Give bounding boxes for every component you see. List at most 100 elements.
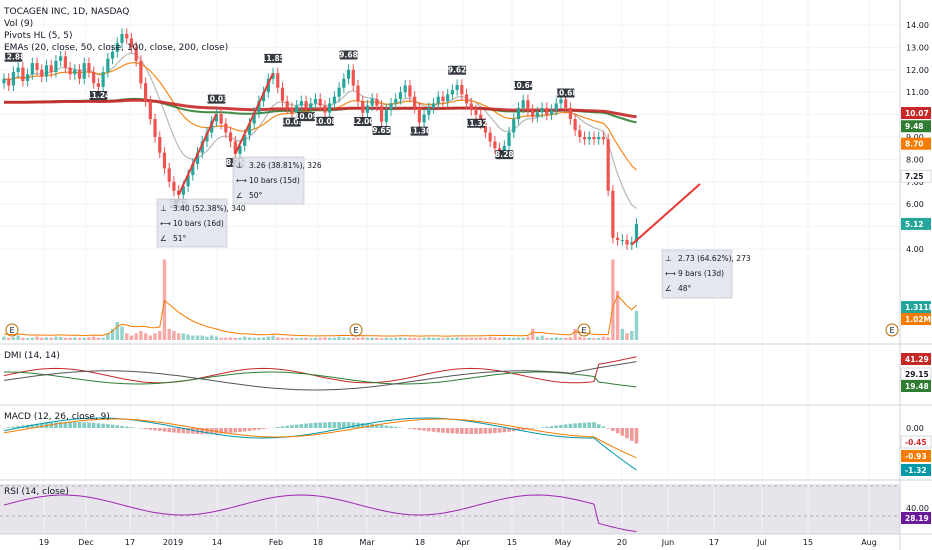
macd-bar <box>592 422 596 428</box>
candle-body <box>564 99 568 108</box>
candle-body <box>87 63 91 73</box>
candle-body <box>262 92 266 102</box>
earnings-icon <box>5 323 19 337</box>
trend-line <box>177 113 218 196</box>
candle-body <box>153 119 157 137</box>
candle-body <box>464 94 469 104</box>
volume-bar <box>247 337 252 340</box>
emas-legend[interactable]: EMAs (20, close, 50, close, 100, close, … <box>4 43 228 53</box>
macd-bar <box>474 428 478 434</box>
measure-box-2[interactable]: 3.26 (38.81%), 326 10 bars (15d) 50° ⊥ ⟷… <box>232 156 322 205</box>
volume-bar <box>587 337 591 340</box>
candle-body <box>120 33 124 43</box>
measure-box-1[interactable]: 3.40 (52.38%), 340 10 bars (16d) 51° ⊥ ⟷… <box>156 198 246 248</box>
volume-bar <box>205 336 209 340</box>
macd-bar <box>294 424 299 428</box>
volume-bar <box>224 337 228 340</box>
trend-lines[interactable] <box>177 72 701 246</box>
candle-body <box>21 67 25 81</box>
macd-bar <box>431 428 436 432</box>
volume-bar <box>427 337 431 340</box>
volume-bar <box>375 337 379 340</box>
pivot-label: 9.68 <box>339 50 358 59</box>
pivot-label-bg <box>282 117 301 127</box>
candle-body <box>40 69 44 77</box>
macd-bar <box>554 425 559 428</box>
volume-bar <box>58 336 63 340</box>
macd-bar <box>49 422 53 428</box>
candle-body <box>35 63 39 70</box>
volume-bar <box>351 337 355 340</box>
volume-tag-bg <box>901 313 931 325</box>
volume-bar <box>91 336 96 340</box>
rsi-line <box>0 485 900 533</box>
vol-legend[interactable]: Vol (9) <box>4 19 33 29</box>
macd-tag-bg <box>901 464 931 476</box>
volume-bar <box>290 337 294 340</box>
volume-bar <box>332 337 337 340</box>
macd-bar <box>54 422 58 428</box>
macd-bar <box>157 428 162 432</box>
candle-body <box>502 145 506 154</box>
candle-body <box>167 168 171 182</box>
volume-bar <box>252 337 256 340</box>
price-tag: 5.12 <box>905 220 924 229</box>
volume-bar <box>474 337 478 340</box>
candle-body <box>271 73 275 79</box>
macd-bar <box>568 423 573 428</box>
symbol-title[interactable]: TOCAGEN INC, 1D, NASDAQ <box>3 7 129 17</box>
candle-body <box>49 65 53 73</box>
pivots-legend[interactable]: Pivots HL (5, 5) <box>4 31 72 41</box>
macd-histogram <box>2 417 639 471</box>
macd-bar <box>573 423 577 428</box>
candle-body <box>578 130 582 137</box>
macd-bar <box>323 422 327 428</box>
macd-bar <box>228 428 233 433</box>
volume-bar <box>398 337 403 340</box>
macd-bar <box>332 422 337 428</box>
price-tag: 8.70 <box>905 140 924 149</box>
candle-body <box>243 134 247 146</box>
candle-body <box>228 132 233 142</box>
pivot-label: 10.64 <box>511 81 535 90</box>
dmi-tag-bg <box>901 353 931 365</box>
measure-box-3[interactable]: 2.73 (64.62%), 273 9 bars (13d) 48° ⊥ ⟷ … <box>661 249 751 299</box>
candle-body <box>295 105 299 114</box>
measure-1-line1: 3.40 (52.38%), 340 <box>173 204 246 213</box>
macd-legend[interactable]: MACD (12, 26, close, 9) <box>4 412 110 422</box>
candle-body <box>531 110 535 117</box>
volume-tag-bg <box>901 301 931 313</box>
candle-body <box>365 105 370 113</box>
volume-bar <box>431 337 436 340</box>
candle-body <box>431 103 436 108</box>
rsi-legend[interactable]: RSI (14, close) <box>4 487 69 497</box>
macd-bar <box>351 422 356 428</box>
volume-bar <box>394 337 398 340</box>
time-tick: 2019 <box>163 538 183 547</box>
candle-body <box>129 38 134 48</box>
volume-bar <box>186 334 190 340</box>
dmi-legend[interactable]: DMI (14, 14) <box>4 351 60 361</box>
volume-bar <box>120 326 124 340</box>
dmi-tag: 29.15 <box>905 370 929 379</box>
macd-bar <box>427 428 431 432</box>
earnings-label: E <box>581 326 586 335</box>
time-tick: Jul <box>756 538 767 547</box>
candle-body <box>257 101 261 113</box>
candle-body <box>110 51 115 59</box>
volume-bar <box>578 336 582 340</box>
macd-bar <box>129 427 134 428</box>
time-axis[interactable]: 19 Dec 17 2019 14 Feb 18 Mar 18 Apr 15 May 20 Jun 17 Ju… <box>39 538 877 547</box>
dmi-tag: 41.29 <box>905 355 929 364</box>
pivot-label-bg <box>495 150 514 160</box>
candle-body <box>493 141 497 149</box>
pivot-label-bg <box>264 53 283 63</box>
candle-body <box>587 137 591 140</box>
macd-bar <box>559 424 563 428</box>
volume-bar <box>379 338 384 340</box>
volume-bar <box>601 336 606 340</box>
candle-body <box>7 78 11 86</box>
macd-bar <box>540 427 544 428</box>
